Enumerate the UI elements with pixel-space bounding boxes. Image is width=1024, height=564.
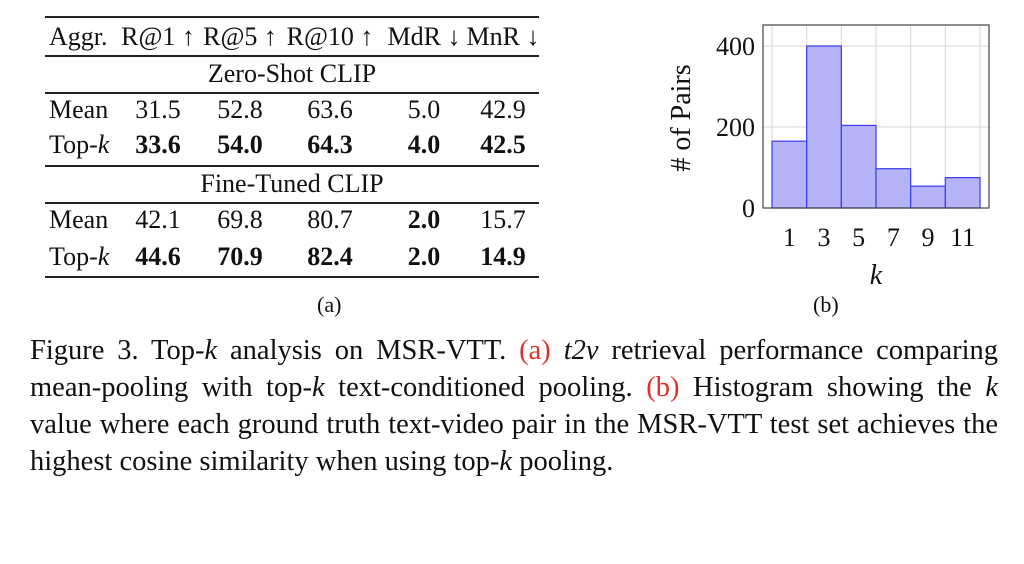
- group-title: Zero-Shot CLIP: [207, 59, 377, 88]
- histogram-bar: [944, 177, 981, 209]
- table-row: Mean 42.1 69.8 80.7 2.0 15.7: [45, 202, 539, 238]
- row-label: Top-k: [49, 239, 109, 275]
- table-cell: 42.1: [135, 205, 181, 234]
- table-cell: 4.0: [407, 130, 441, 159]
- table-cell: 2.0: [407, 205, 441, 234]
- caption-math: k: [204, 335, 218, 366]
- table-cell: 15.7: [480, 205, 526, 234]
- x-tick-label: 11: [950, 223, 975, 252]
- caption-ref-a[interactable]: (a): [519, 335, 551, 366]
- table-rule: [45, 165, 539, 167]
- row-label-text: Mean: [49, 95, 109, 124]
- caption-math: k: [985, 372, 998, 403]
- caption-text: pooling.: [512, 446, 614, 477]
- header-r10: R@10 ↑: [286, 22, 374, 51]
- row-label: Top-k: [49, 127, 109, 163]
- x-tick-label: 3: [818, 223, 831, 252]
- table-cell: 82.4: [307, 242, 353, 271]
- caption-text: value where each ground truth text-video…: [30, 409, 998, 477]
- caption-text: analysis on MSR-VTT.: [217, 335, 520, 366]
- row-label-k: k: [97, 130, 110, 159]
- histogram-bar: [840, 124, 877, 209]
- x-axis-label: k: [870, 260, 883, 291]
- figure-caption: Figure 3. Top-k analysis on MSR-VTT. (a)…: [30, 332, 998, 480]
- row-label-text: Top-: [49, 242, 98, 271]
- table-cell: 54.0: [217, 130, 263, 159]
- histogram-bar: [875, 168, 912, 209]
- table-row: Top-k 33.6 54.0 64.3 4.0 42.5: [45, 127, 539, 163]
- x-tick-label: 9: [922, 223, 935, 252]
- sublabel-a: (a): [317, 292, 342, 317]
- header-r1: R@1 ↑: [121, 22, 195, 51]
- y-tick-label: 400: [716, 32, 755, 61]
- caption-text: Histogram showing the: [679, 372, 986, 403]
- caption-text: retrieval performance comparing mean-poo…: [30, 335, 999, 403]
- table-rule: [45, 276, 539, 278]
- x-tick-label: 5: [852, 223, 865, 252]
- table-cell: 31.5: [135, 95, 181, 124]
- table-cell: 14.9: [480, 242, 526, 271]
- row-label-text: Mean: [49, 205, 109, 234]
- table-cell: 42.9: [480, 95, 526, 124]
- histogram-chart: 0 200 400 1 3 5 7 9 11 k # of Pairs: [666, 24, 990, 291]
- table-cell: 33.6: [135, 130, 181, 159]
- sublabel-b: (b): [813, 292, 839, 317]
- row-label-k: k: [97, 242, 110, 271]
- header-r5: R@5 ↑: [203, 22, 277, 51]
- group-title: Fine-Tuned CLIP: [200, 169, 384, 198]
- y-tick-label: 200: [716, 113, 755, 142]
- table-header-row: Aggr. R@1 ↑ R@5 ↑ R@10 ↑ MdR ↓ MnR ↓: [45, 19, 539, 55]
- y-tick-label: 0: [742, 194, 755, 223]
- table-cell: 64.3: [307, 130, 353, 159]
- caption-math: k: [311, 372, 325, 403]
- table-cell: 52.8: [217, 95, 263, 124]
- table-row: Mean 31.5 52.8 63.6 5.0 42.9: [45, 92, 539, 128]
- table-cell: 42.5: [480, 130, 526, 159]
- row-label: Mean: [49, 202, 108, 238]
- table-rule: [45, 202, 539, 204]
- table-cell: 2.0: [407, 242, 441, 271]
- table-cell: 5.0: [407, 95, 441, 124]
- caption-math: k: [499, 446, 513, 477]
- table-rule: [45, 55, 539, 57]
- caption-ref-b[interactable]: (b): [646, 372, 680, 403]
- table-cell: 70.9: [217, 242, 263, 271]
- histogram-bar: [806, 45, 842, 209]
- header-mnr: MnR ↓: [466, 22, 540, 51]
- caption-text: text-conditioned pooling.: [324, 372, 647, 403]
- header-mdr: MdR ↓: [387, 22, 461, 51]
- histogram-bar: [771, 140, 808, 209]
- table-cell: 80.7: [307, 205, 353, 234]
- table-cell: 44.6: [135, 242, 181, 271]
- caption-math: t2v: [563, 335, 599, 366]
- header-aggr: Aggr.: [49, 22, 108, 51]
- table-cell: 63.6: [307, 95, 353, 124]
- table-rule: [45, 16, 539, 18]
- x-tick-label: 7: [887, 223, 900, 252]
- y-axis-label: # of Pairs: [666, 64, 697, 171]
- caption-text: Figure 3. Top-: [30, 335, 205, 366]
- plot-frame: [762, 24, 990, 209]
- row-label-text: Top-: [49, 130, 98, 159]
- row-label: Mean: [49, 92, 108, 128]
- table-rule: [45, 92, 539, 94]
- x-tick-label: 1: [783, 223, 796, 252]
- table-cell: 69.8: [217, 205, 263, 234]
- histogram-bar: [910, 185, 946, 209]
- table-row: Top-k 44.6 70.9 82.4 2.0 14.9: [45, 239, 539, 275]
